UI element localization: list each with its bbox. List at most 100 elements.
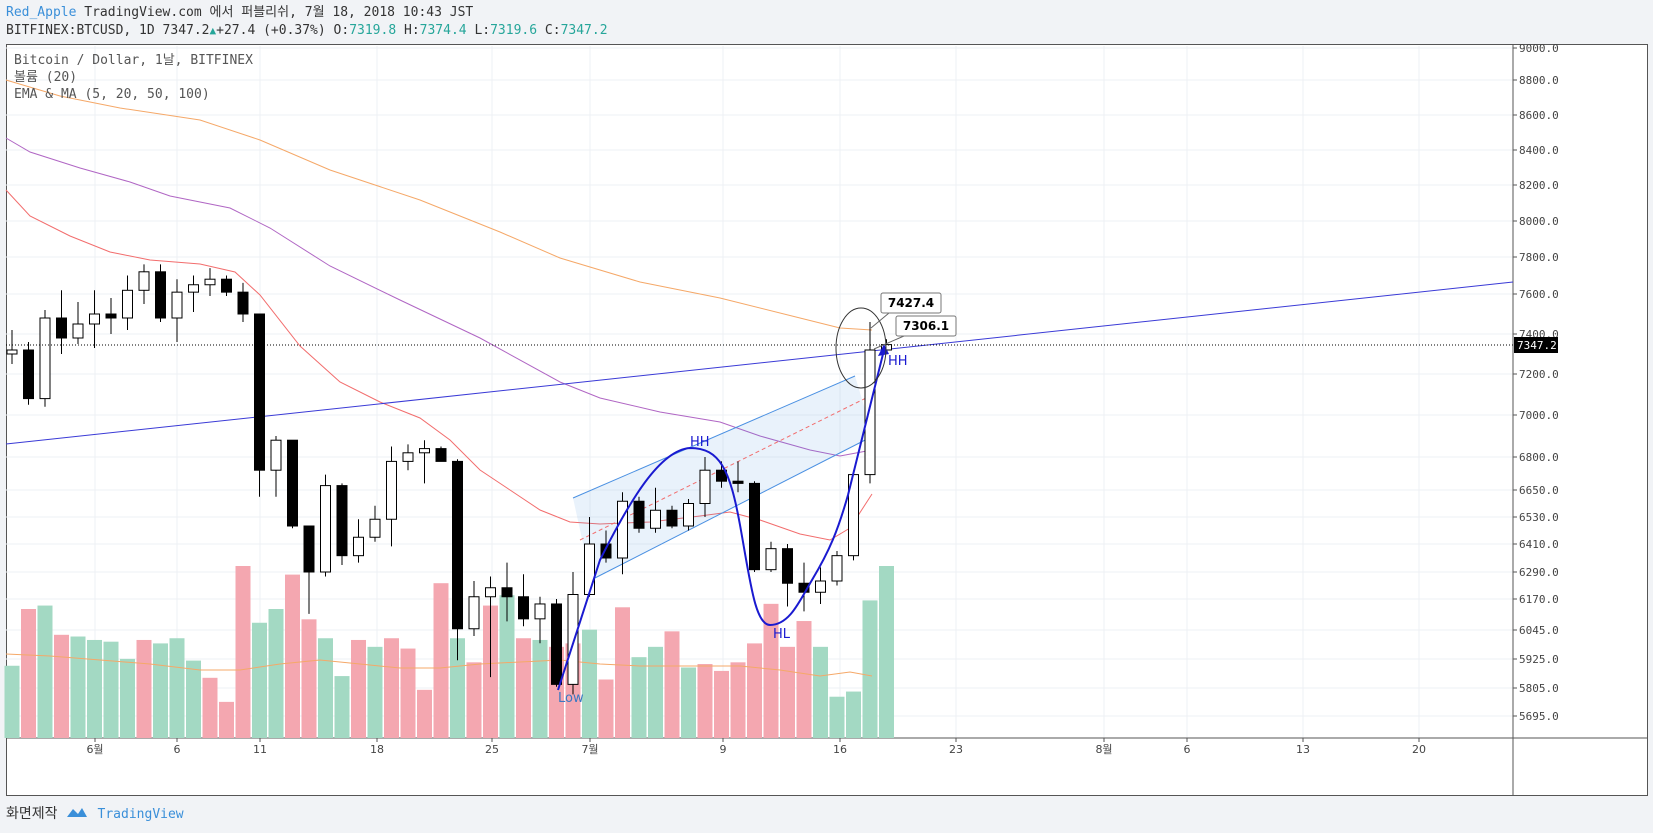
volume-bar <box>4 665 20 738</box>
volume-bar <box>400 648 416 738</box>
volume-bar <box>235 566 251 738</box>
time-tick-label: 13 <box>1296 743 1310 756</box>
candle-body <box>584 543 595 595</box>
candle-body <box>287 439 298 527</box>
time-tick-label: 11 <box>253 743 267 756</box>
volume-bar <box>351 639 366 738</box>
high-value: 7374.4 <box>419 23 467 38</box>
volume-bar <box>87 639 102 738</box>
candle-body <box>204 278 216 286</box>
candle-body <box>72 323 84 339</box>
volume-bar <box>70 636 86 738</box>
price-tick-label: 6530.0 <box>1519 511 1559 524</box>
volume-bar <box>648 646 663 738</box>
time-tick-label: 6월 <box>86 743 103 756</box>
price-tick-label: 8800.0 <box>1519 74 1559 87</box>
volume-bar <box>879 566 894 738</box>
candle-body <box>518 596 529 620</box>
candle-body <box>237 291 249 315</box>
volume-bar <box>714 670 729 738</box>
volume-bar <box>37 605 53 738</box>
volume-bar <box>301 619 317 738</box>
candle-body <box>633 500 645 529</box>
volume-bar <box>846 691 861 738</box>
price-tick-label: 8400.0 <box>1519 144 1559 157</box>
candle-body <box>782 548 793 584</box>
close-label: C: <box>544 23 561 38</box>
price-tick-label: 6290.0 <box>1519 566 1559 579</box>
volume-bar <box>186 660 201 738</box>
callout-high-box <box>880 292 942 314</box>
highlight-ellipse <box>835 307 887 389</box>
candle-body <box>683 503 694 527</box>
candle-body <box>600 543 612 559</box>
time-tick-label: 25 <box>485 743 499 756</box>
callout-high-label: 7427.4 <box>888 296 934 310</box>
time-tick-label: 23 <box>949 743 963 756</box>
volume-bar <box>780 646 795 738</box>
legend-indicators: EMA & MA (5, 20, 50, 100) <box>14 87 210 102</box>
tradingview-brand[interactable]: TradingView <box>97 807 184 822</box>
volume-bar <box>763 603 779 738</box>
price-tick-label: 5925.0 <box>1519 653 1559 666</box>
volume-bar <box>532 639 548 738</box>
volume-bar <box>747 643 762 738</box>
candle-body <box>254 313 265 471</box>
volume-bar <box>268 609 284 738</box>
volume-bar <box>169 638 185 738</box>
volume-bar <box>367 646 383 738</box>
candle-body <box>23 349 34 400</box>
price-tick-label: 6800.0 <box>1519 451 1559 464</box>
volume-bar <box>598 679 614 738</box>
callout-low-label: 7306.1 <box>903 319 949 333</box>
channel-upper-line <box>572 375 856 499</box>
candle-body <box>56 317 67 339</box>
volume-bar <box>631 657 647 738</box>
volume-bar <box>796 621 812 738</box>
candle-body <box>485 587 496 598</box>
candle-body <box>815 580 826 593</box>
low-value: 7319.6 <box>490 23 538 38</box>
candle-body <box>402 452 414 462</box>
publish-info: TradingView.com 에서 퍼블리쉬, 7월 18, 2018 10:… <box>84 5 474 20</box>
close-value: 7347.2 <box>560 23 608 38</box>
volume-bar <box>334 676 350 738</box>
tradingview-logo-icon <box>66 806 88 822</box>
callout-low-box <box>895 315 957 337</box>
hl-label: HL <box>773 627 791 642</box>
time-tick-label: 7월 <box>581 743 598 756</box>
candle-body <box>6 349 18 355</box>
candle-body <box>386 460 397 520</box>
volume-bar <box>417 689 432 738</box>
volume-bar <box>103 641 119 738</box>
time-tick-label: 6 <box>174 743 181 756</box>
chart-header: Red_Apple TradingView.com 에서 퍼블리쉬, 7월 18… <box>6 4 608 40</box>
candle-body <box>617 500 628 559</box>
high-label: H: <box>404 23 420 38</box>
author-name[interactable]: Red_Apple <box>6 5 77 20</box>
candle-body <box>105 313 117 319</box>
candle-body <box>567 594 579 685</box>
volume-bar <box>813 646 828 738</box>
candle-body <box>320 485 331 573</box>
volume-bar <box>136 639 152 738</box>
candle-body <box>155 271 166 319</box>
candle-body <box>666 509 678 527</box>
price-tick-label: 9000.0 <box>1519 42 1559 55</box>
price-tick-label: 8200.0 <box>1519 179 1559 192</box>
price-tick-label: 6170.0 <box>1519 593 1559 606</box>
price-change: +27.4 (+0.37%) <box>216 23 326 38</box>
volume-bar <box>730 662 746 738</box>
last-price: 7347.2 <box>162 23 210 38</box>
price-tick-label: 7800.0 <box>1519 251 1559 264</box>
time-tick-label: 6 <box>1184 743 1191 756</box>
candle-body <box>765 548 777 571</box>
callout-high-leader <box>870 312 890 329</box>
price-tick-label: 7200.0 <box>1519 368 1559 381</box>
volume-bar <box>433 583 449 738</box>
last-price-label: 7347.2 <box>1517 339 1557 352</box>
candle-body <box>138 271 150 291</box>
candle-body <box>831 555 843 582</box>
made-with-label: 화면제작 <box>6 806 58 822</box>
